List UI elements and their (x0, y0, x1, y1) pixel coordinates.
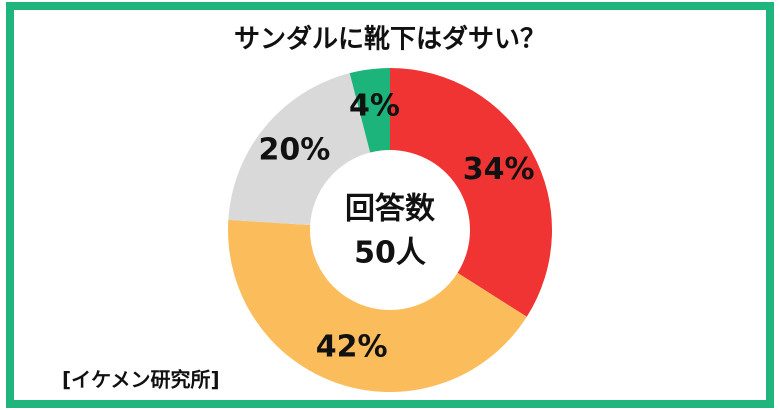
value-label: 20% (259, 132, 331, 167)
chart-title: サンダルに靴下はダサい？ (234, 24, 546, 55)
donut-slice (390, 68, 553, 317)
donut-slice (228, 219, 527, 393)
center-text: 回答数 (345, 192, 436, 227)
source: [イケメン研究所] (62, 368, 220, 392)
donut-slice (228, 73, 371, 225)
value-label: 42% (316, 329, 388, 364)
center-text: 50人 (354, 236, 426, 271)
value-label: 4% (349, 88, 400, 123)
donut-slice (349, 68, 390, 153)
value-label: 34% (463, 152, 535, 187)
